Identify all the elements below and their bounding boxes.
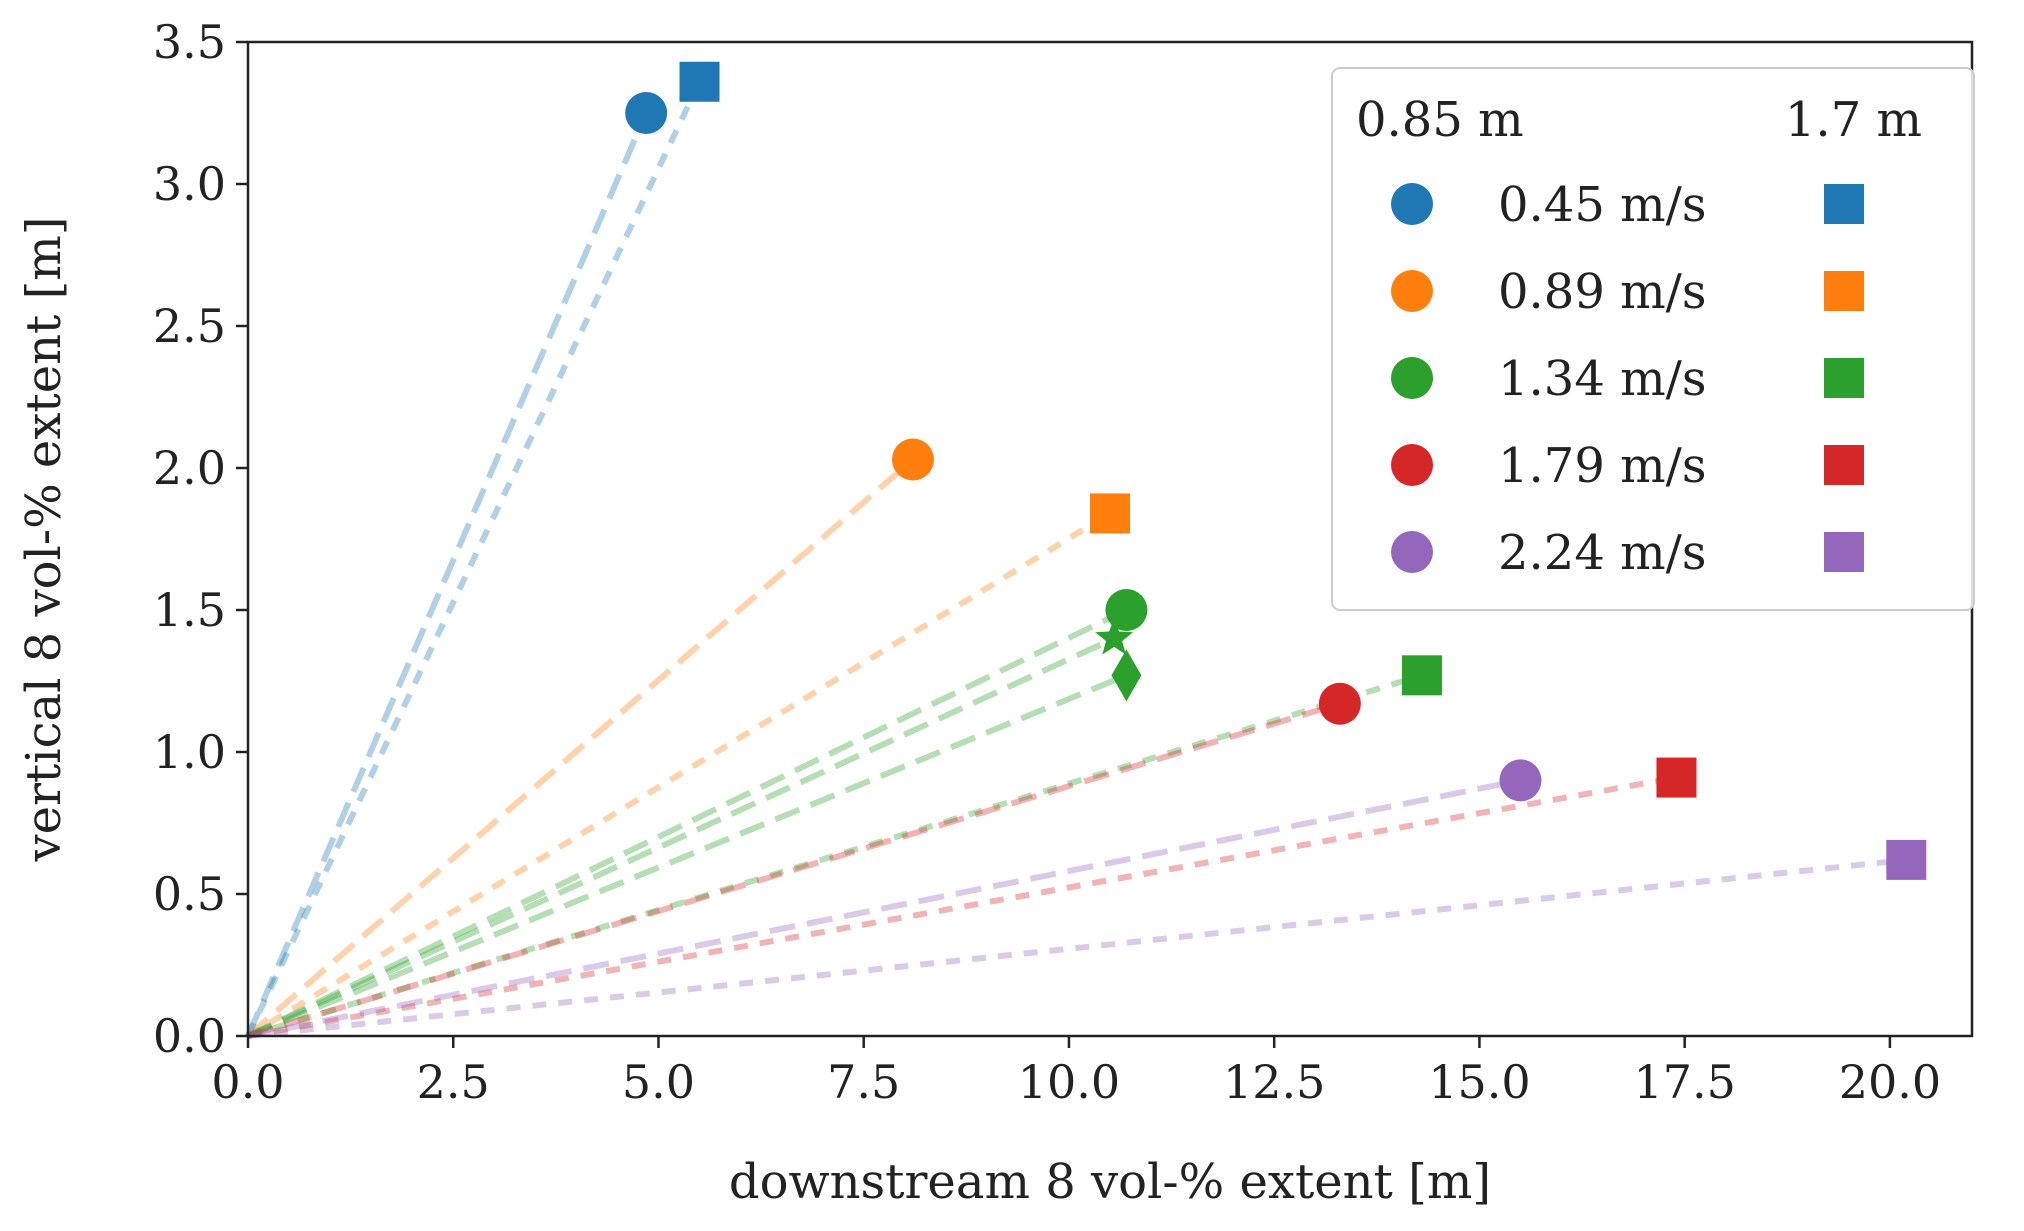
x-axis-ticks: 0.0 2.5 5.0 7.5 10.0 12.5 15.0 17.5 20.0: [211, 1036, 1941, 1109]
y-tick-label-3-0: 3.0: [153, 157, 226, 211]
legend-square-1-34-m-s: [1824, 358, 1864, 398]
point-2-24-m-s-0-85-m-circle: [1499, 759, 1542, 802]
guide-line-1-34-m-s-1-7-m-square: [247, 672, 1423, 1039]
x-tick-label-5-0: 5.0: [622, 1055, 695, 1109]
legend-label-2-24-m-s: 2.24 m/s: [1498, 525, 1706, 581]
guide-line-2-24-m-s-0-85-m-circle: [247, 777, 1522, 1039]
x-tick-label-7-5: 7.5: [827, 1055, 900, 1109]
legend-square-0-45-m-s: [1824, 184, 1864, 224]
x-tick-label-15-0: 15.0: [1428, 1055, 1530, 1109]
point-1-34-m-s-0-85-m-star: [1095, 618, 1134, 655]
legend-circle-0-45-m-s: [1391, 183, 1433, 225]
legend-label-0-45-m-s: 0.45 m/s: [1498, 177, 1706, 233]
x-tick-label-20-0: 20.0: [1839, 1055, 1941, 1109]
y-tick-label-3-5: 3.5: [153, 15, 226, 69]
y-tick-label-1-5: 1.5: [153, 583, 226, 637]
guide-line-0-45-m-s-1-7-m-square: [245, 80, 703, 1038]
x-tick-label-10-0: 10.0: [1018, 1055, 1120, 1109]
guide-line-0-45-m-s-0-85-m-circle: [245, 111, 649, 1038]
x-tick-label-0-0: 0.0: [211, 1055, 284, 1109]
legend-label-1-79-m-s: 1.79 m/s: [1498, 438, 1706, 494]
point-1-34-m-s-0-85-m-circle: [1105, 589, 1148, 631]
point-1-34-m-s-1-7-m-square: [1401, 655, 1442, 696]
legend-entries: 0.45 m/s 0.89 m/s 1.34 m/s 1.79 m/s 2.24 m/s: [1391, 177, 1864, 581]
legend-label-1-34-m-s: 1.34 m/s: [1498, 351, 1706, 407]
guide-line-0-89-m-s-0-85-m-circle: [246, 457, 915, 1039]
point-1-79-m-s-0-85-m-circle: [1318, 682, 1361, 725]
y-axis-title: vertical 8 vol-% extent [m]: [16, 216, 72, 862]
y-tick-label-0-0: 0.0: [153, 1009, 226, 1063]
point-1-79-m-s-1-7-m-square: [1656, 757, 1697, 798]
point-1-34-m-s-0-85-m-diamond: [1111, 649, 1142, 702]
x-tick-label-2-5: 2.5: [417, 1055, 490, 1109]
legend-circle-1-34-m-s: [1391, 357, 1433, 399]
legend-square-0-89-m-s: [1824, 271, 1864, 311]
point-0-45-m-s-1-7-m-square: [679, 61, 720, 102]
y-axis-ticks: 0.0 0.5 1.0 1.5 2.0 2.5 3.0 3.5: [153, 15, 248, 1063]
legend-circle-0-89-m-s: [1391, 270, 1433, 312]
guide-line-0-89-m-s-1-7-m-square: [246, 510, 1112, 1039]
point-0-89-m-s-1-7-m-square: [1090, 493, 1130, 534]
x-tick-label-17-5: 17.5: [1633, 1055, 1735, 1109]
legend-header-0-85m: 0.85 m: [1356, 92, 1524, 148]
origin-guide-lines: [245, 80, 1907, 1039]
point-2-24-m-s-1-7-m-square: [1886, 839, 1927, 880]
y-tick-label-1-0: 1.0: [153, 725, 226, 779]
guide-line-2-24-m-s-1-7-m-square: [247, 856, 1907, 1039]
legend-square-2-24-m-s: [1824, 532, 1864, 572]
legend-label-0-89-m-s: 0.89 m/s: [1498, 264, 1706, 320]
x-axis-title: downstream 8 vol-% extent [m]: [729, 1154, 1491, 1210]
guide-line-1-79-m-s-1-7-m-square: [247, 774, 1677, 1039]
y-tick-label-2-5: 2.5: [153, 299, 226, 353]
legend-frame: [1331, 67, 1975, 611]
legend: 0.85 m 1.7 m 0.45 m/s 0.89 m/s 1.34 m/s 1.7…: [1331, 67, 1975, 611]
data-markers: [625, 61, 1927, 880]
x-tick-label-12-5: 12.5: [1223, 1055, 1325, 1109]
legend-circle-1-79-m-s: [1391, 444, 1433, 486]
guide-line-1-34-m-s-0-85-m-circle: [246, 607, 1128, 1039]
legend-circle-2-24-m-s: [1391, 531, 1433, 573]
guide-line-1-79-m-s-0-85-m-circle: [247, 700, 1341, 1039]
point-0-89-m-s-0-85-m-circle: [891, 438, 934, 481]
guide-line-1-34-m-s-0-85-m-star: [246, 635, 1116, 1039]
legend-header-1-7m: 1.7 m: [1785, 92, 1922, 148]
y-tick-label-2-0: 2.0: [153, 441, 226, 495]
y-tick-label-0-5: 0.5: [153, 867, 226, 921]
legend-square-1-79-m-s: [1824, 445, 1864, 485]
guide-line-1-34-m-s-0-85-m-diamond: [246, 672, 1128, 1039]
point-0-45-m-s-0-85-m-circle: [625, 92, 668, 134]
